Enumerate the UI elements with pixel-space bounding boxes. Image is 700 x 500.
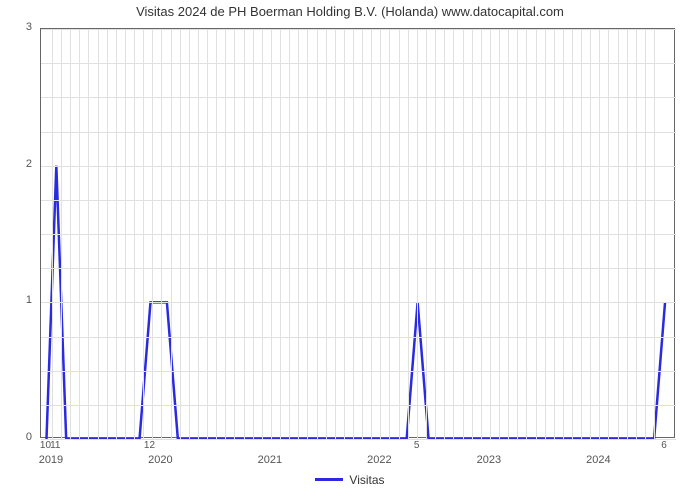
x-tick-label: 2022 xyxy=(367,454,391,466)
y-tick-label: 2 xyxy=(0,158,32,170)
y-tick-label: 1 xyxy=(0,294,32,306)
x-inner-tick-label: 12 xyxy=(144,440,155,451)
chart-container: Visitas 2024 de PH Boerman Holding B.V. … xyxy=(0,0,700,500)
legend-swatch xyxy=(315,478,343,481)
legend-label: Visitas xyxy=(349,473,384,487)
x-tick-label: 2019 xyxy=(39,454,63,466)
y-tick-label: 3 xyxy=(0,21,32,33)
legend-item: Visitas xyxy=(315,473,384,487)
x-inner-tick-label: 5 xyxy=(414,440,420,451)
x-tick-label: 2023 xyxy=(477,454,501,466)
x-inner-tick-label: 11 xyxy=(50,440,60,451)
x-inner-tick-label: 6 xyxy=(661,440,667,451)
x-tick-label: 2024 xyxy=(586,454,610,466)
legend: Visitas xyxy=(0,470,700,487)
y-tick-label: 0 xyxy=(0,431,32,443)
x-tick-label: 2021 xyxy=(258,454,282,466)
x-tick-label: 2020 xyxy=(148,454,172,466)
plot-area xyxy=(40,28,675,438)
chart-title: Visitas 2024 de PH Boerman Holding B.V. … xyxy=(0,4,700,19)
